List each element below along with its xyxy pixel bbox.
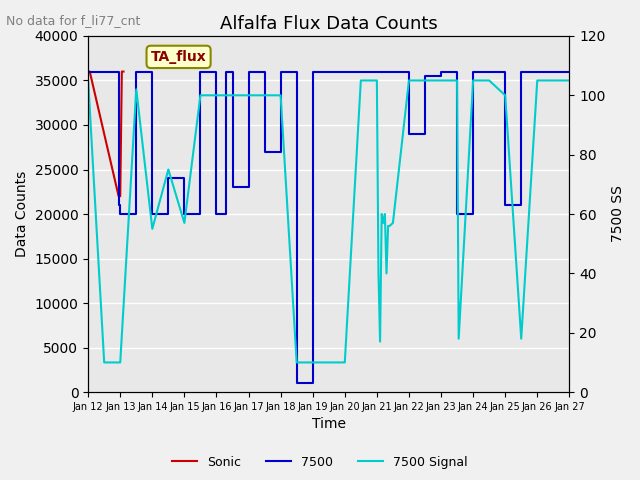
7500 Signal [566, 78, 573, 84]
Y-axis label: Data Counts: Data Counts [15, 171, 29, 257]
X-axis label: Time: Time [312, 418, 346, 432]
Line: 7500: 7500 [88, 72, 570, 383]
7500 Signal [383, 271, 390, 276]
Legend: Sonic, 7500, 7500 Signal: Sonic, 7500, 7500 Signal [167, 451, 473, 474]
7500 Signal [196, 93, 204, 98]
7500 Signal [421, 78, 429, 84]
7500 Signal [341, 360, 349, 365]
7500 [309, 69, 317, 74]
7500 Signal [405, 78, 413, 84]
7500 Signal [164, 167, 172, 172]
7500 Signal [378, 211, 385, 217]
7500 Signal [550, 78, 557, 84]
Sonic [86, 69, 93, 74]
7500 Signal [276, 93, 284, 98]
7500 Signal [501, 93, 509, 98]
Text: No data for f_li77_cnt: No data for f_li77_cnt [6, 14, 141, 27]
7500 Signal [228, 93, 236, 98]
Sonic [84, 69, 92, 74]
7500 [293, 380, 301, 386]
7500 Signal [116, 360, 124, 365]
7500 Signal [244, 93, 252, 98]
7500 Signal [260, 93, 268, 98]
Sonic [118, 69, 125, 74]
7500 Signal [485, 78, 493, 84]
7500 Signal [132, 86, 140, 92]
7500 Signal [517, 336, 525, 342]
7500 Signal [309, 360, 317, 365]
7500 Signal [374, 271, 382, 276]
7500 Signal [293, 360, 301, 365]
Line: 7500 Signal: 7500 Signal [88, 81, 570, 362]
7500 Signal [180, 220, 188, 226]
7500 Signal [455, 336, 463, 342]
7500 Signal [148, 226, 156, 232]
7500 [389, 69, 397, 74]
7500 [84, 69, 92, 74]
7500 Signal [376, 339, 384, 345]
7500 Signal [100, 360, 108, 365]
7500 Signal [84, 78, 92, 84]
7500 [566, 69, 573, 74]
7500 Signal [373, 78, 381, 84]
Sonic [115, 193, 122, 199]
7500 [260, 149, 268, 155]
Sonic [120, 69, 127, 74]
7500 [341, 69, 349, 74]
Sonic [116, 193, 124, 199]
7500 Signal [384, 223, 392, 229]
7500 [132, 69, 140, 74]
7500 [389, 69, 397, 74]
7500 Signal [453, 78, 461, 84]
7500 Signal [386, 223, 394, 229]
7500 Signal [357, 78, 365, 84]
7500 Signal [389, 220, 397, 226]
7500 Signal [212, 93, 220, 98]
7500 Signal [533, 78, 541, 84]
7500 Signal [437, 78, 445, 84]
7500 Signal [325, 360, 333, 365]
7500 Signal [381, 211, 388, 217]
Text: TA_flux: TA_flux [150, 50, 207, 64]
7500 Signal [469, 78, 477, 84]
Line: Sonic: Sonic [88, 72, 124, 196]
Y-axis label: 7500 SS: 7500 SS [611, 186, 625, 242]
Title: Alfalfa Flux Data Counts: Alfalfa Flux Data Counts [220, 15, 438, 33]
7500 Signal [380, 220, 387, 226]
